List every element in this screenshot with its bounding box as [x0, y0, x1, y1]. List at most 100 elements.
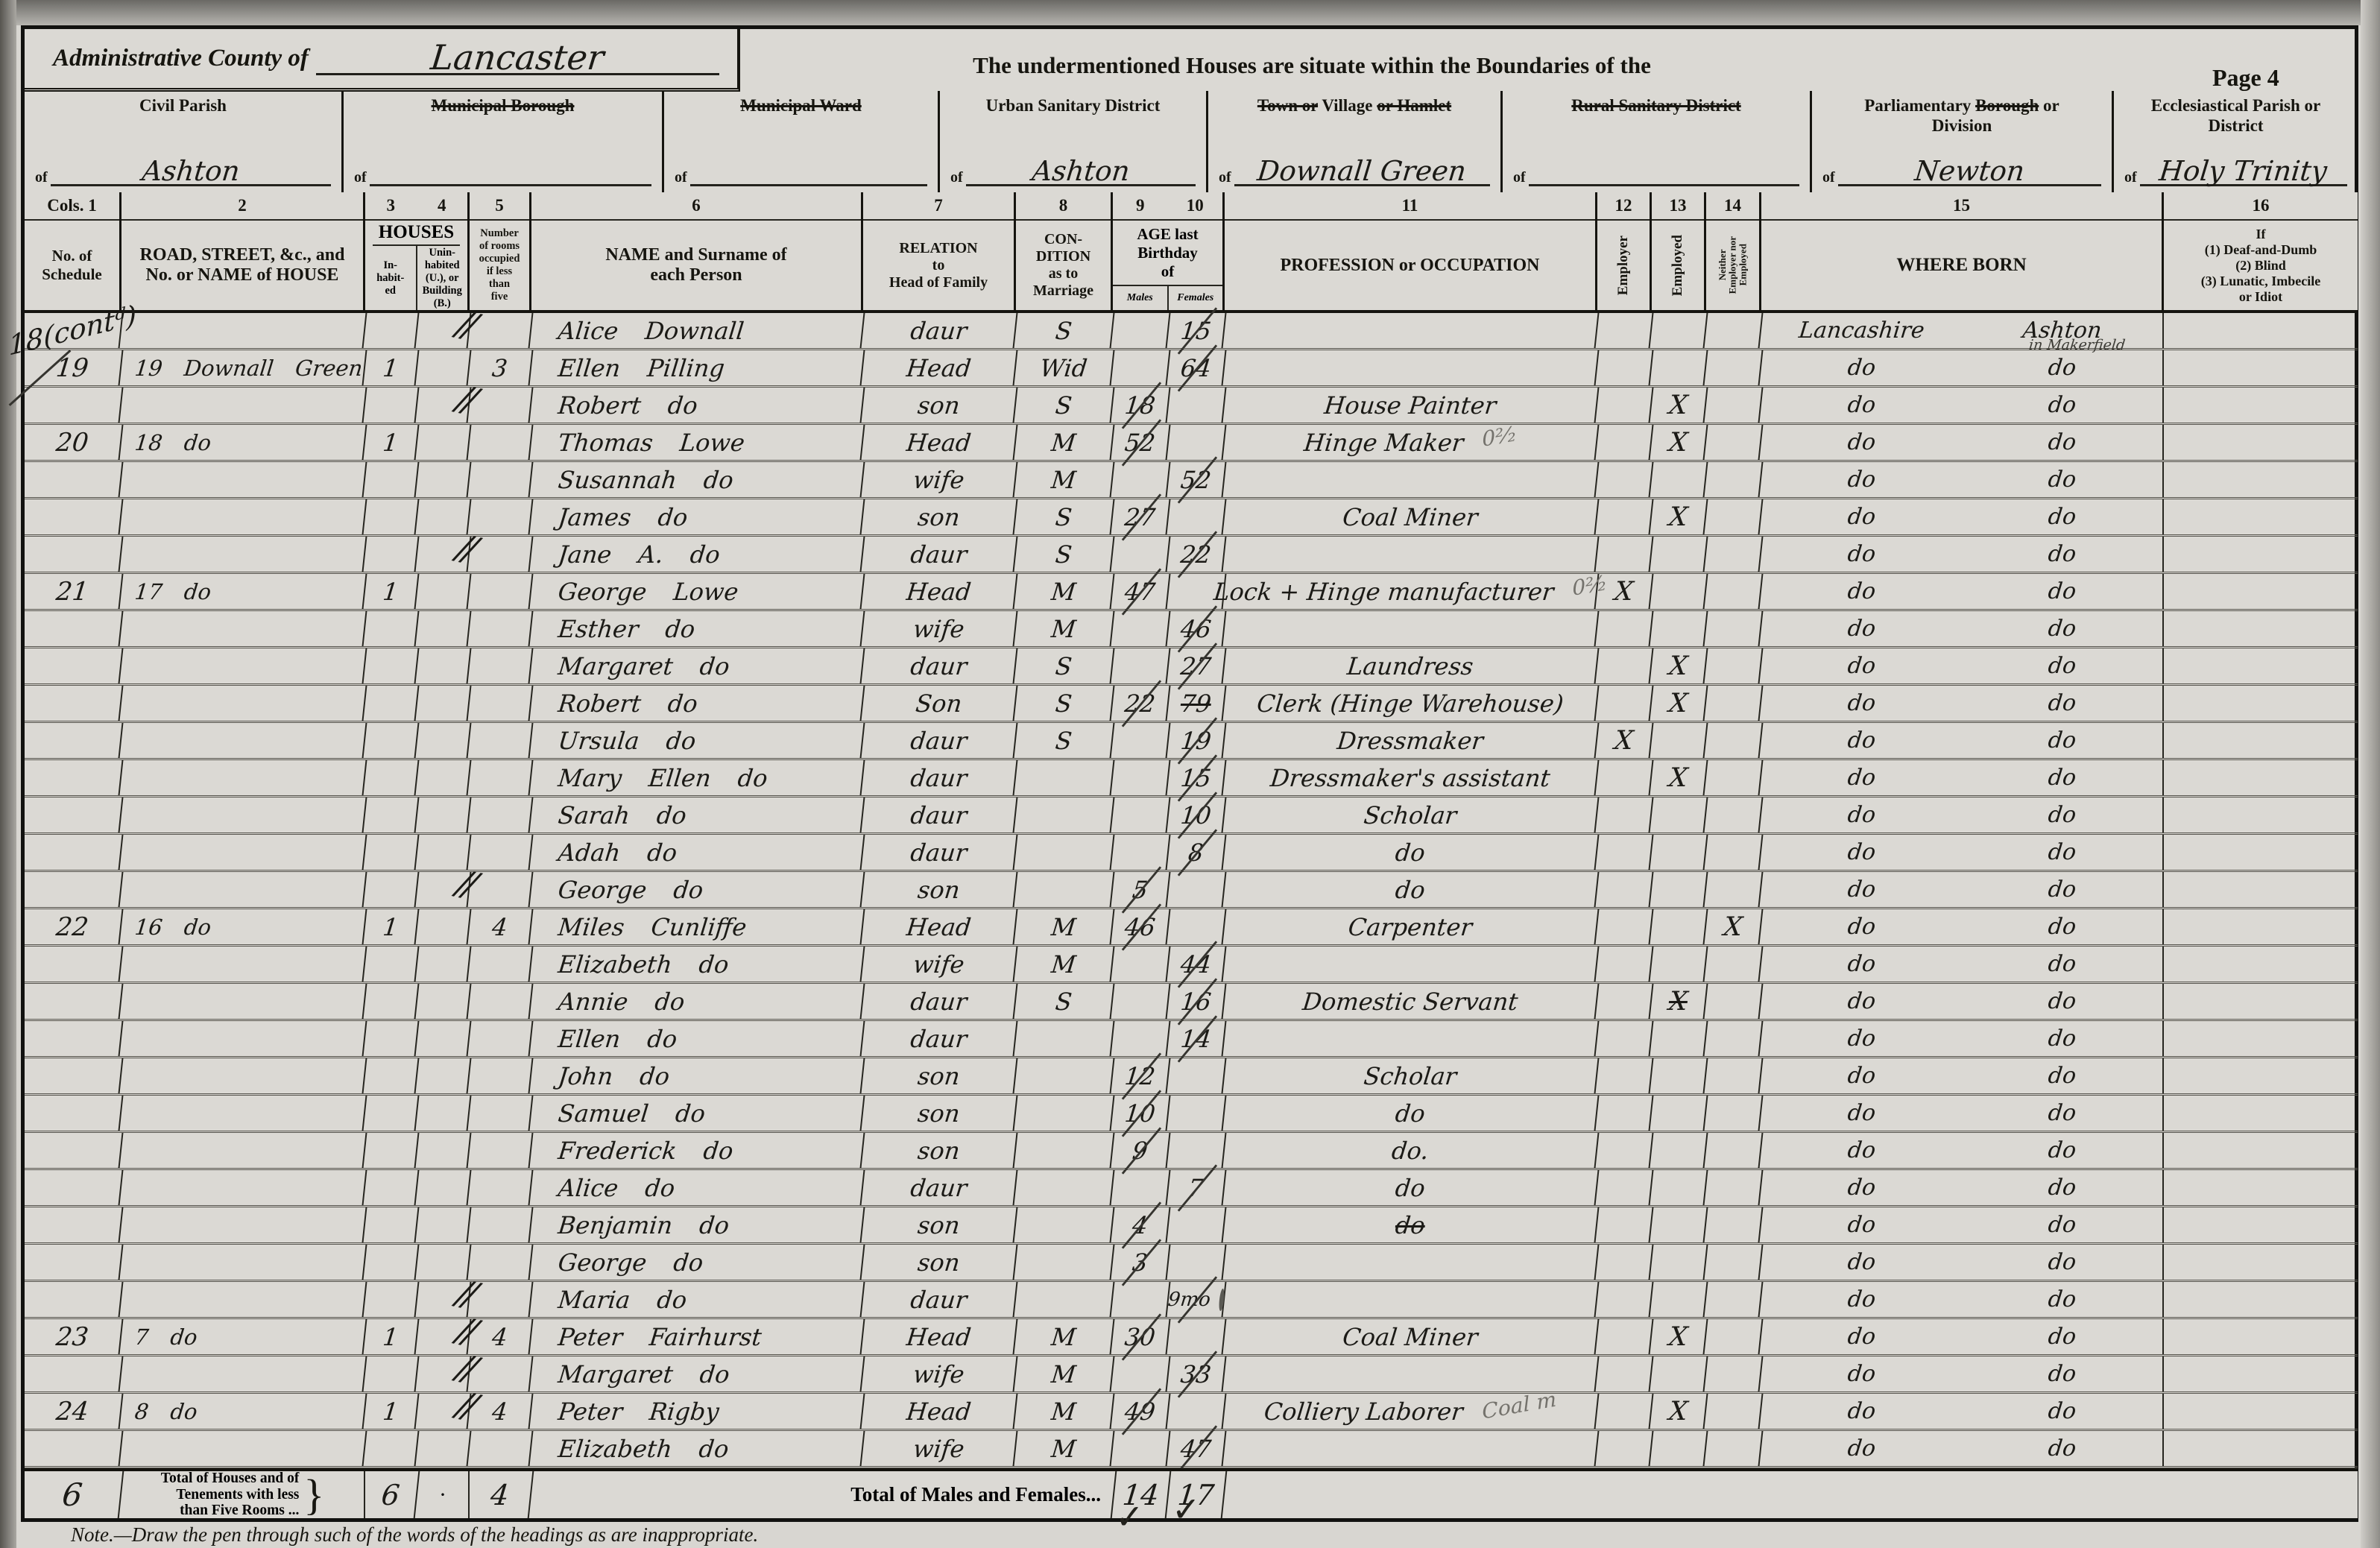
- cell-road: [119, 611, 367, 646]
- district-box-fill-line: Ashton: [965, 155, 1196, 187]
- district-box-label: Rural Sanitary District: [1571, 96, 1741, 115]
- cell-inh: [363, 499, 420, 534]
- cell-born: do do: [1761, 872, 2164, 907]
- born-county: do: [1846, 392, 1877, 418]
- cell-rooms: [467, 1170, 534, 1205]
- cell-sched: [22, 1356, 124, 1391]
- cell-rooms: [467, 984, 534, 1019]
- cell-m14: X: [1704, 909, 1764, 944]
- cell-ageM: [1111, 313, 1171, 348]
- cell-ageF: 27: [1167, 648, 1227, 683]
- cell-sched: 24: [22, 1394, 124, 1429]
- cell-m14: [1704, 1170, 1764, 1205]
- header-uninhabited: Unin- habited (U.), or Building (B.): [422, 246, 462, 309]
- cell-sched: [22, 1021, 124, 1056]
- cell-m12: [1595, 835, 1654, 870]
- cell-ageM: 10: [1111, 1096, 1171, 1131]
- cell-uninh: [415, 984, 472, 1019]
- district-box-label: Municipal Borough: [431, 96, 575, 115]
- district-box-3: Urban Sanitary District of Ashton: [938, 91, 1206, 192]
- cell-uninh: [415, 797, 472, 833]
- cell-sched: [22, 462, 124, 497]
- cell-uninh: [415, 723, 472, 758]
- cell-rooms: [467, 574, 534, 609]
- totals-empty-area: [1225, 1471, 2358, 1518]
- cell-occ: Scholar: [1222, 797, 1600, 833]
- cell-inh: [363, 1133, 420, 1168]
- born-place: do: [2047, 541, 2077, 567]
- born-county: do: [1846, 1212, 1877, 1238]
- cell-inh: [363, 723, 420, 758]
- cell-born: do do: [1761, 1096, 2164, 1131]
- houses-label: HOUSES: [373, 222, 460, 246]
- born-place: do: [2047, 1435, 2077, 1462]
- cell-m14: [1704, 425, 1764, 460]
- district-box-5: Rural Sanitary District of: [1500, 91, 1810, 192]
- cell-uninh: [415, 909, 472, 944]
- born-place: do: [2047, 1249, 2077, 1275]
- cell-road: [119, 1282, 367, 1317]
- cell-ageF: [1167, 1245, 1227, 1280]
- cell-ageF: [1167, 909, 1227, 944]
- born-county: do: [1846, 1175, 1877, 1201]
- of-label: of: [1219, 169, 1231, 186]
- born-county: do: [1846, 1026, 1877, 1052]
- cell-road: [119, 462, 367, 497]
- cell-inh: [363, 760, 420, 795]
- cell-rel: Head: [861, 425, 1018, 460]
- cell-m14: [1704, 462, 1764, 497]
- born-place: do: [2047, 839, 2077, 865]
- born-place: do: [2047, 504, 2077, 530]
- cell-inf: [2164, 537, 2358, 572]
- cell-born: do do: [1761, 984, 2164, 1019]
- cell-cond: S: [1014, 388, 1115, 423]
- cell-rel: Head: [861, 909, 1018, 944]
- cell-inh: [363, 611, 420, 646]
- cell-m14: [1704, 723, 1764, 758]
- cell-cond: S: [1014, 313, 1115, 348]
- cell-rooms: [467, 1133, 534, 1168]
- cell-name: Alice Downall: [529, 313, 865, 348]
- cell-inf: [2164, 686, 2358, 721]
- born-place: do: [2047, 355, 2077, 381]
- cell-m14: [1704, 648, 1764, 683]
- cell-m13: [1650, 947, 1708, 982]
- cell-ageF: 9mo: [1167, 1282, 1227, 1317]
- cell-rooms: [467, 611, 534, 646]
- cell-m14: [1704, 611, 1764, 646]
- cell-uninh: [415, 648, 472, 683]
- cell-ageM: 22: [1111, 686, 1171, 721]
- cell-born: do do: [1761, 1356, 2164, 1391]
- cell-m12: [1595, 1021, 1654, 1056]
- cell-inf: [2164, 797, 2358, 833]
- cell-ageF: [1167, 872, 1227, 907]
- cell-ageF: [1167, 425, 1227, 460]
- cell-sched: [22, 611, 124, 646]
- born-place: do: [2047, 690, 2077, 716]
- cell-inh: [363, 984, 420, 1019]
- cell-uninh: [415, 425, 472, 460]
- district-box-fill-line: [1528, 171, 1799, 186]
- cell-inh: 1: [363, 574, 420, 609]
- born-county: do: [1846, 839, 1877, 865]
- district-box-label: Ecclesiastical Parish or District: [2150, 96, 2321, 136]
- header-col-where-born: 15 WHERE BORN: [1761, 192, 2164, 310]
- cell-rel: Head: [861, 1394, 1018, 1429]
- cell-inh: 1: [363, 1394, 420, 1429]
- cell-rooms: [467, 947, 534, 982]
- cell-inh: [363, 1356, 420, 1391]
- cell-m12: [1595, 425, 1654, 460]
- cell-m14: [1704, 388, 1764, 423]
- of-label: of: [1513, 169, 1526, 186]
- cell-ageM: 30: [1111, 1319, 1171, 1354]
- cell-ageM: [1111, 611, 1171, 646]
- cell-inh: [363, 462, 420, 497]
- cell-name: Maria do: [529, 1282, 865, 1317]
- cell-m12: [1595, 1394, 1654, 1429]
- cell-cond: Wid: [1014, 350, 1115, 385]
- header-col-schedule: Cols. 1 No. of Schedule: [25, 192, 121, 310]
- cell-sched: 20: [22, 425, 124, 460]
- cell-m14: [1704, 760, 1764, 795]
- census-row-25: George do son 3 do do: [22, 1245, 2358, 1282]
